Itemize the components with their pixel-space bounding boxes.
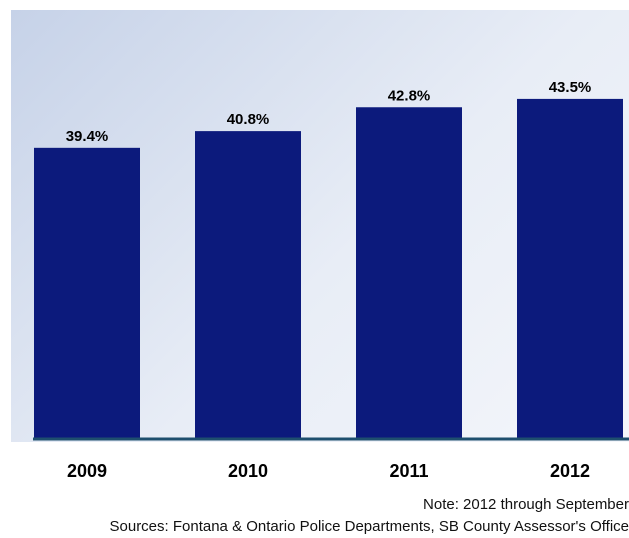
x-tick-label-2009: 2009 <box>67 461 107 481</box>
bars-layer <box>34 98 623 440</box>
data-label-2011: 42.8% <box>388 87 431 104</box>
x-tick-label-2010: 2010 <box>228 461 268 481</box>
data-label-2012: 43.5% <box>549 79 592 96</box>
note-text: Note: 2012 through September <box>423 496 629 513</box>
labels-layer: 39.4% 2009 40.8% 2010 42.8% 2011 43.5% 2012 <box>66 79 592 481</box>
data-label-2010: 40.8% <box>227 111 270 128</box>
x-tick-label-2012: 2012 <box>550 461 590 481</box>
sources-text: Sources: Fontana & Ontario Police Depart… <box>109 518 629 535</box>
x-tick-label-2011: 2011 <box>389 461 428 481</box>
bar-2010 <box>195 131 301 439</box>
bar-2009 <box>34 147 140 439</box>
data-label-2009: 39.4% <box>66 128 109 145</box>
bar-2011 <box>356 107 462 440</box>
bar-2012 <box>517 98 623 440</box>
bar-chart: 39.4% 2009 40.8% 2010 42.8% 2011 43.5% 2012 <box>33 79 629 481</box>
